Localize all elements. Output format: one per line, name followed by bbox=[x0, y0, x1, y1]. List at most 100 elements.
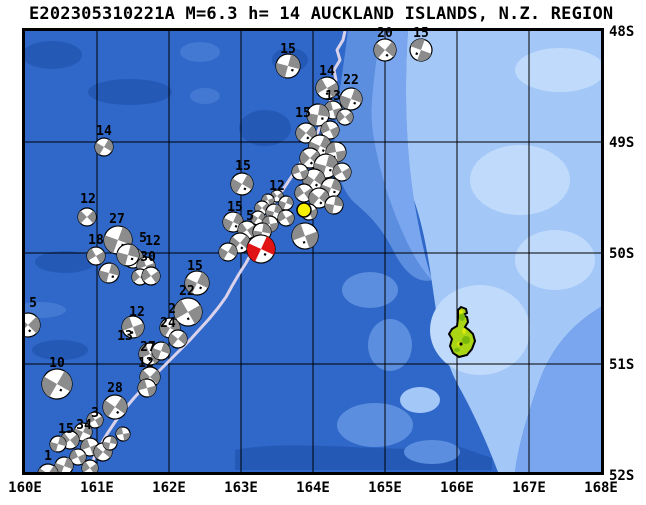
pressure-axis-dot bbox=[321, 117, 324, 120]
depth-label: 34 bbox=[76, 418, 92, 433]
focal-mechanism-beachball bbox=[250, 210, 266, 226]
focal-mechanism-beachball bbox=[54, 456, 74, 475]
deep-patch bbox=[239, 110, 291, 146]
island-terrain bbox=[462, 336, 470, 344]
bathymetry-patch bbox=[404, 440, 460, 464]
pressure-axis-dot bbox=[186, 317, 190, 321]
pressure-axis-dot bbox=[234, 224, 238, 228]
focal-mechanism-beachball bbox=[332, 162, 352, 182]
pressure-axis-dot bbox=[325, 92, 329, 96]
tension-axis-dot bbox=[238, 176, 242, 180]
shallow-patch bbox=[190, 88, 220, 104]
pressure-axis-dot bbox=[329, 168, 332, 172]
map-border bbox=[22, 28, 604, 475]
depth-label: 5 bbox=[29, 296, 37, 311]
tension-axis-dot bbox=[337, 145, 340, 149]
longitude-label: 161E bbox=[80, 480, 114, 496]
main-event-beachball bbox=[246, 234, 276, 264]
focal-mechanism-beachball bbox=[315, 76, 339, 100]
tension-axis-dot bbox=[346, 92, 350, 96]
shelf-patch bbox=[515, 48, 604, 92]
latitude-label: 48S bbox=[609, 24, 634, 40]
focal-mechanism-beachball bbox=[373, 38, 397, 62]
depth-label: 12 bbox=[269, 179, 285, 194]
tension-axis-dot bbox=[44, 467, 48, 471]
island-outline bbox=[447, 305, 477, 359]
focal-mechanism-beachball bbox=[409, 38, 433, 62]
focal-mechanism-beachball bbox=[320, 120, 340, 140]
depth-label: 14 bbox=[319, 64, 335, 79]
pressure-axis-dot bbox=[353, 101, 357, 105]
focal-mechanism-beachball bbox=[116, 243, 140, 267]
pressure-axis-dot bbox=[130, 331, 134, 335]
tension-axis-dot bbox=[320, 159, 324, 162]
focal-mechanism-beachball bbox=[275, 53, 301, 79]
tension-axis-dot bbox=[192, 275, 196, 279]
tension-axis-dot bbox=[104, 267, 107, 270]
pressure-axis-dot bbox=[333, 190, 336, 194]
focal-mechanism-beachball bbox=[115, 426, 131, 442]
focal-mechanism-beachball bbox=[324, 195, 344, 215]
tension-axis-dot bbox=[326, 80, 330, 84]
longitude-label: 160E bbox=[8, 480, 42, 496]
longitude-label: 163E bbox=[224, 480, 258, 496]
island-terrain bbox=[454, 348, 460, 352]
tension-axis-dot bbox=[187, 302, 191, 306]
depth-label: 15 bbox=[227, 200, 243, 215]
depth-label: 3 bbox=[91, 406, 99, 421]
tension-axis-dot bbox=[382, 42, 386, 46]
depth-label: 22 bbox=[179, 284, 195, 299]
bathymetry-band bbox=[515, 305, 604, 472]
depth-label: 12 bbox=[129, 305, 145, 320]
island-terrain bbox=[459, 313, 465, 321]
shelf-patch bbox=[470, 145, 570, 215]
pressure-axis-dot bbox=[116, 410, 120, 414]
depth-label: 27 bbox=[140, 340, 156, 355]
depth-label: 13 bbox=[117, 329, 133, 344]
axis-labels-layer: 160E 161E 162E 163E 164E 165E 166E 167E 168E 48S 4… bbox=[8, 24, 634, 496]
pressure-axis-dot bbox=[59, 388, 63, 392]
focal-mechanism-beachball bbox=[86, 246, 106, 266]
pressure-axis-dot bbox=[302, 240, 306, 244]
pressure-axis-dot bbox=[385, 53, 389, 57]
focal-mechanism-beachball bbox=[86, 411, 104, 429]
latitude-label: 52S bbox=[609, 468, 634, 484]
tension-axis-dot bbox=[111, 398, 115, 402]
depth-label: 1 bbox=[44, 449, 52, 464]
map-title: E202305310221A M=6.3 h= 14 AUCKLAND ISLA… bbox=[29, 4, 613, 24]
tension-axis-dot bbox=[316, 191, 320, 195]
depth-label: 27 bbox=[109, 212, 125, 227]
shelf-patch bbox=[430, 285, 530, 375]
focal-mechanism-beachball bbox=[137, 378, 157, 398]
focal-mechanism-beachball bbox=[184, 270, 210, 296]
focal-mechanism-beachball bbox=[339, 87, 363, 111]
latitude-label: 50S bbox=[609, 246, 634, 262]
latitude-label: 51S bbox=[609, 357, 634, 373]
focal-mechanism-beachball bbox=[168, 329, 188, 349]
bathymetry-patch bbox=[342, 272, 398, 308]
depth-label: 15 bbox=[235, 159, 251, 174]
map-frame bbox=[22, 28, 604, 475]
depth-label: 12 bbox=[145, 234, 161, 249]
tension-axis-dot bbox=[424, 45, 428, 49]
pressure-axis-dot bbox=[263, 252, 267, 256]
focal-mechanism-beachball bbox=[230, 172, 254, 196]
epicenter-yellow-dot bbox=[296, 202, 312, 218]
tension-axis-dot bbox=[237, 236, 241, 240]
longitude-label: 166E bbox=[440, 480, 474, 496]
pressure-axis-dot bbox=[319, 201, 323, 205]
focal-mechanism-beachball bbox=[49, 435, 67, 453]
focal-mechanism-beachball bbox=[94, 137, 114, 157]
longitude-label: 162E bbox=[152, 480, 186, 496]
depth-label: 10 bbox=[49, 356, 65, 371]
shelf-pocket bbox=[400, 387, 440, 413]
focal-mechanism-beachball bbox=[102, 435, 118, 451]
tension-axis-dot bbox=[315, 138, 319, 142]
depth-label: 2 bbox=[168, 302, 176, 317]
focal-mechanism-beachball bbox=[41, 368, 73, 400]
focal-mechanism-beachball bbox=[173, 297, 203, 327]
tension-axis-dot bbox=[305, 227, 309, 231]
focal-mechanism-beachball bbox=[77, 207, 97, 227]
longitude-label: 167E bbox=[512, 480, 546, 496]
